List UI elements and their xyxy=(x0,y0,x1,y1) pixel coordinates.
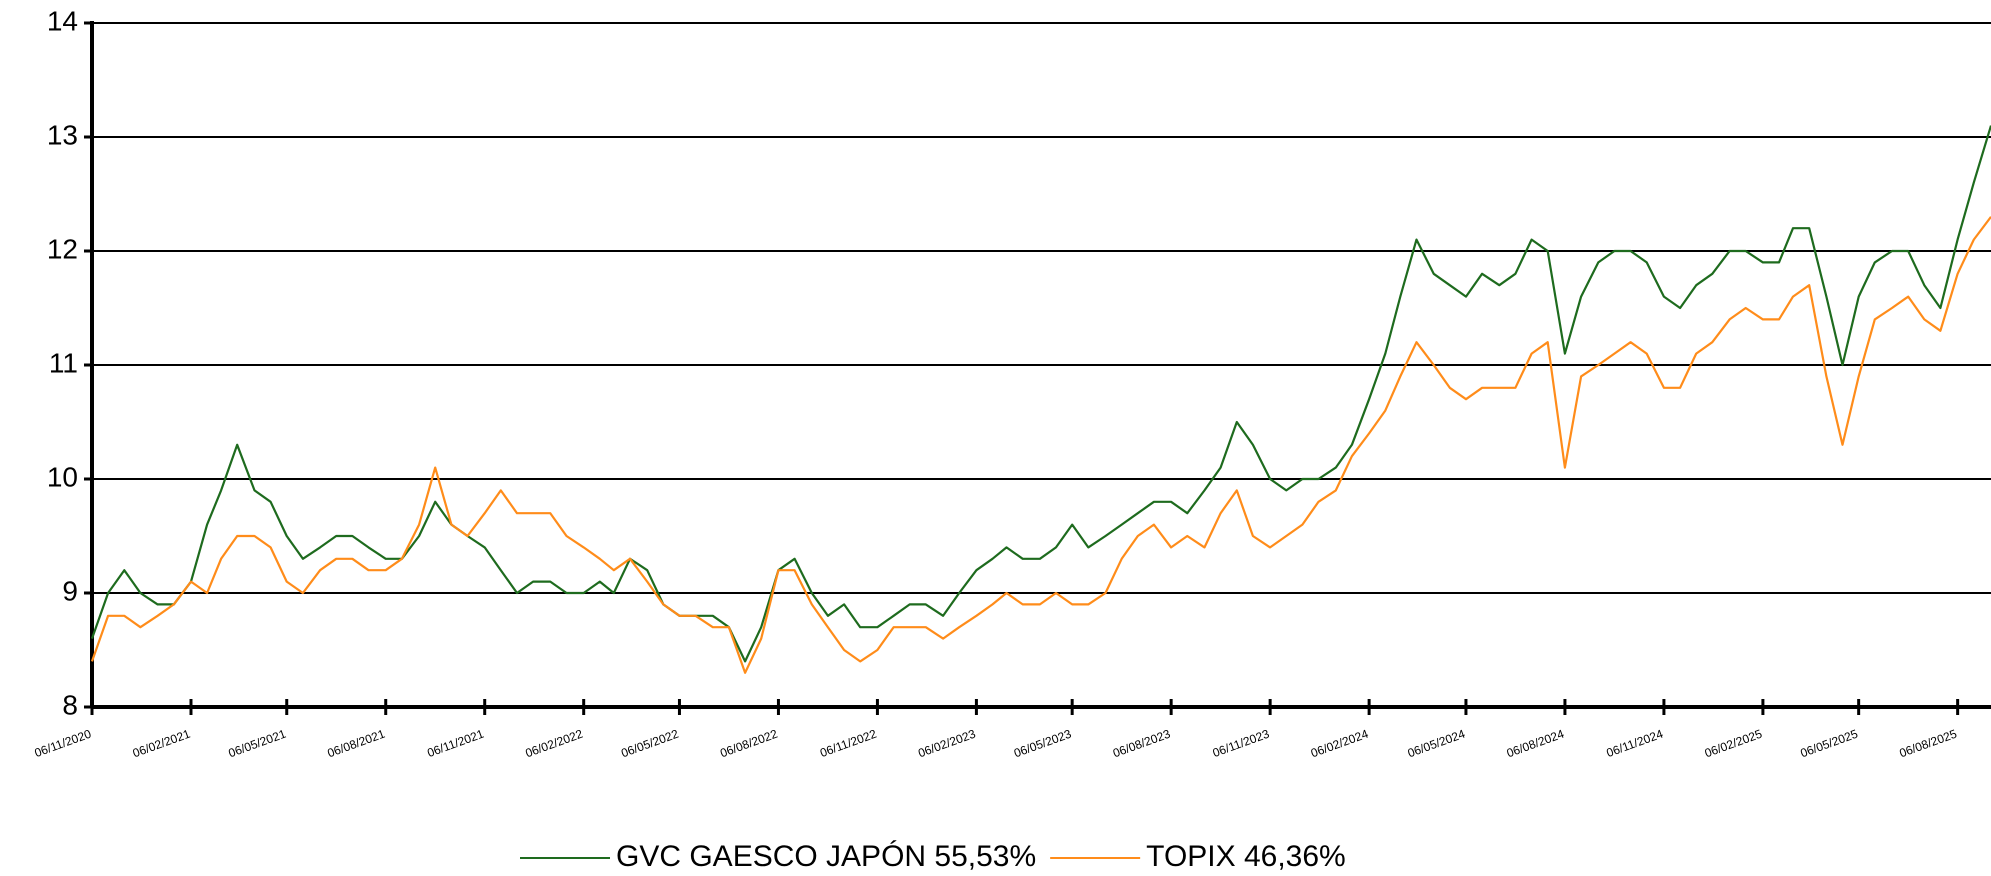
series-line xyxy=(90,216,1991,674)
x-tick-label: 06/05/2022 xyxy=(619,727,681,761)
x-tick-label: 06/08/2022 xyxy=(718,727,780,761)
x-tick-label: 06/05/2025 xyxy=(1798,727,1860,761)
x-tick-label: 06/05/2021 xyxy=(227,727,289,761)
y-tick-label: 14 xyxy=(47,5,78,36)
x-tick-label: 06/11/2021 xyxy=(425,727,486,761)
y-tick-label: 9 xyxy=(62,575,78,606)
x-tick-label: 06/11/2020 xyxy=(33,727,94,761)
x-tick-label: 06/11/2022 xyxy=(818,727,879,761)
x-tick-label: 06/08/2023 xyxy=(1111,727,1173,761)
y-tick-label: 10 xyxy=(47,461,78,492)
y-tick-label: 12 xyxy=(47,233,78,264)
x-tick-label: 06/08/2024 xyxy=(1505,727,1567,761)
y-tick-label: 8 xyxy=(62,689,78,720)
x-tick-label: 06/08/2021 xyxy=(326,727,388,761)
x-tick-label: 06/02/2022 xyxy=(523,727,585,761)
x-tick-label: 06/02/2025 xyxy=(1703,727,1765,761)
x-tick-label: 06/08/2025 xyxy=(1897,727,1959,761)
legend-label: GVC GAESCO JAPÓN 55,53% xyxy=(616,840,1036,873)
legend-label: TOPIX 46,36% xyxy=(1146,840,1346,873)
y-tick-label: 13 xyxy=(47,119,78,150)
y-tick-label: 11 xyxy=(49,347,78,378)
x-tick-label: 06/11/2023 xyxy=(1211,727,1272,761)
x-tick-label: 06/11/2024 xyxy=(1605,727,1666,761)
x-tick-label: 06/02/2024 xyxy=(1309,727,1371,761)
x-tick-label: 06/02/2023 xyxy=(916,727,978,761)
x-tick-label: 06/05/2023 xyxy=(1012,727,1074,761)
x-tick-label: 06/05/2024 xyxy=(1406,727,1468,761)
x-tick-label: 06/02/2021 xyxy=(131,727,193,761)
series-line xyxy=(90,125,1991,663)
